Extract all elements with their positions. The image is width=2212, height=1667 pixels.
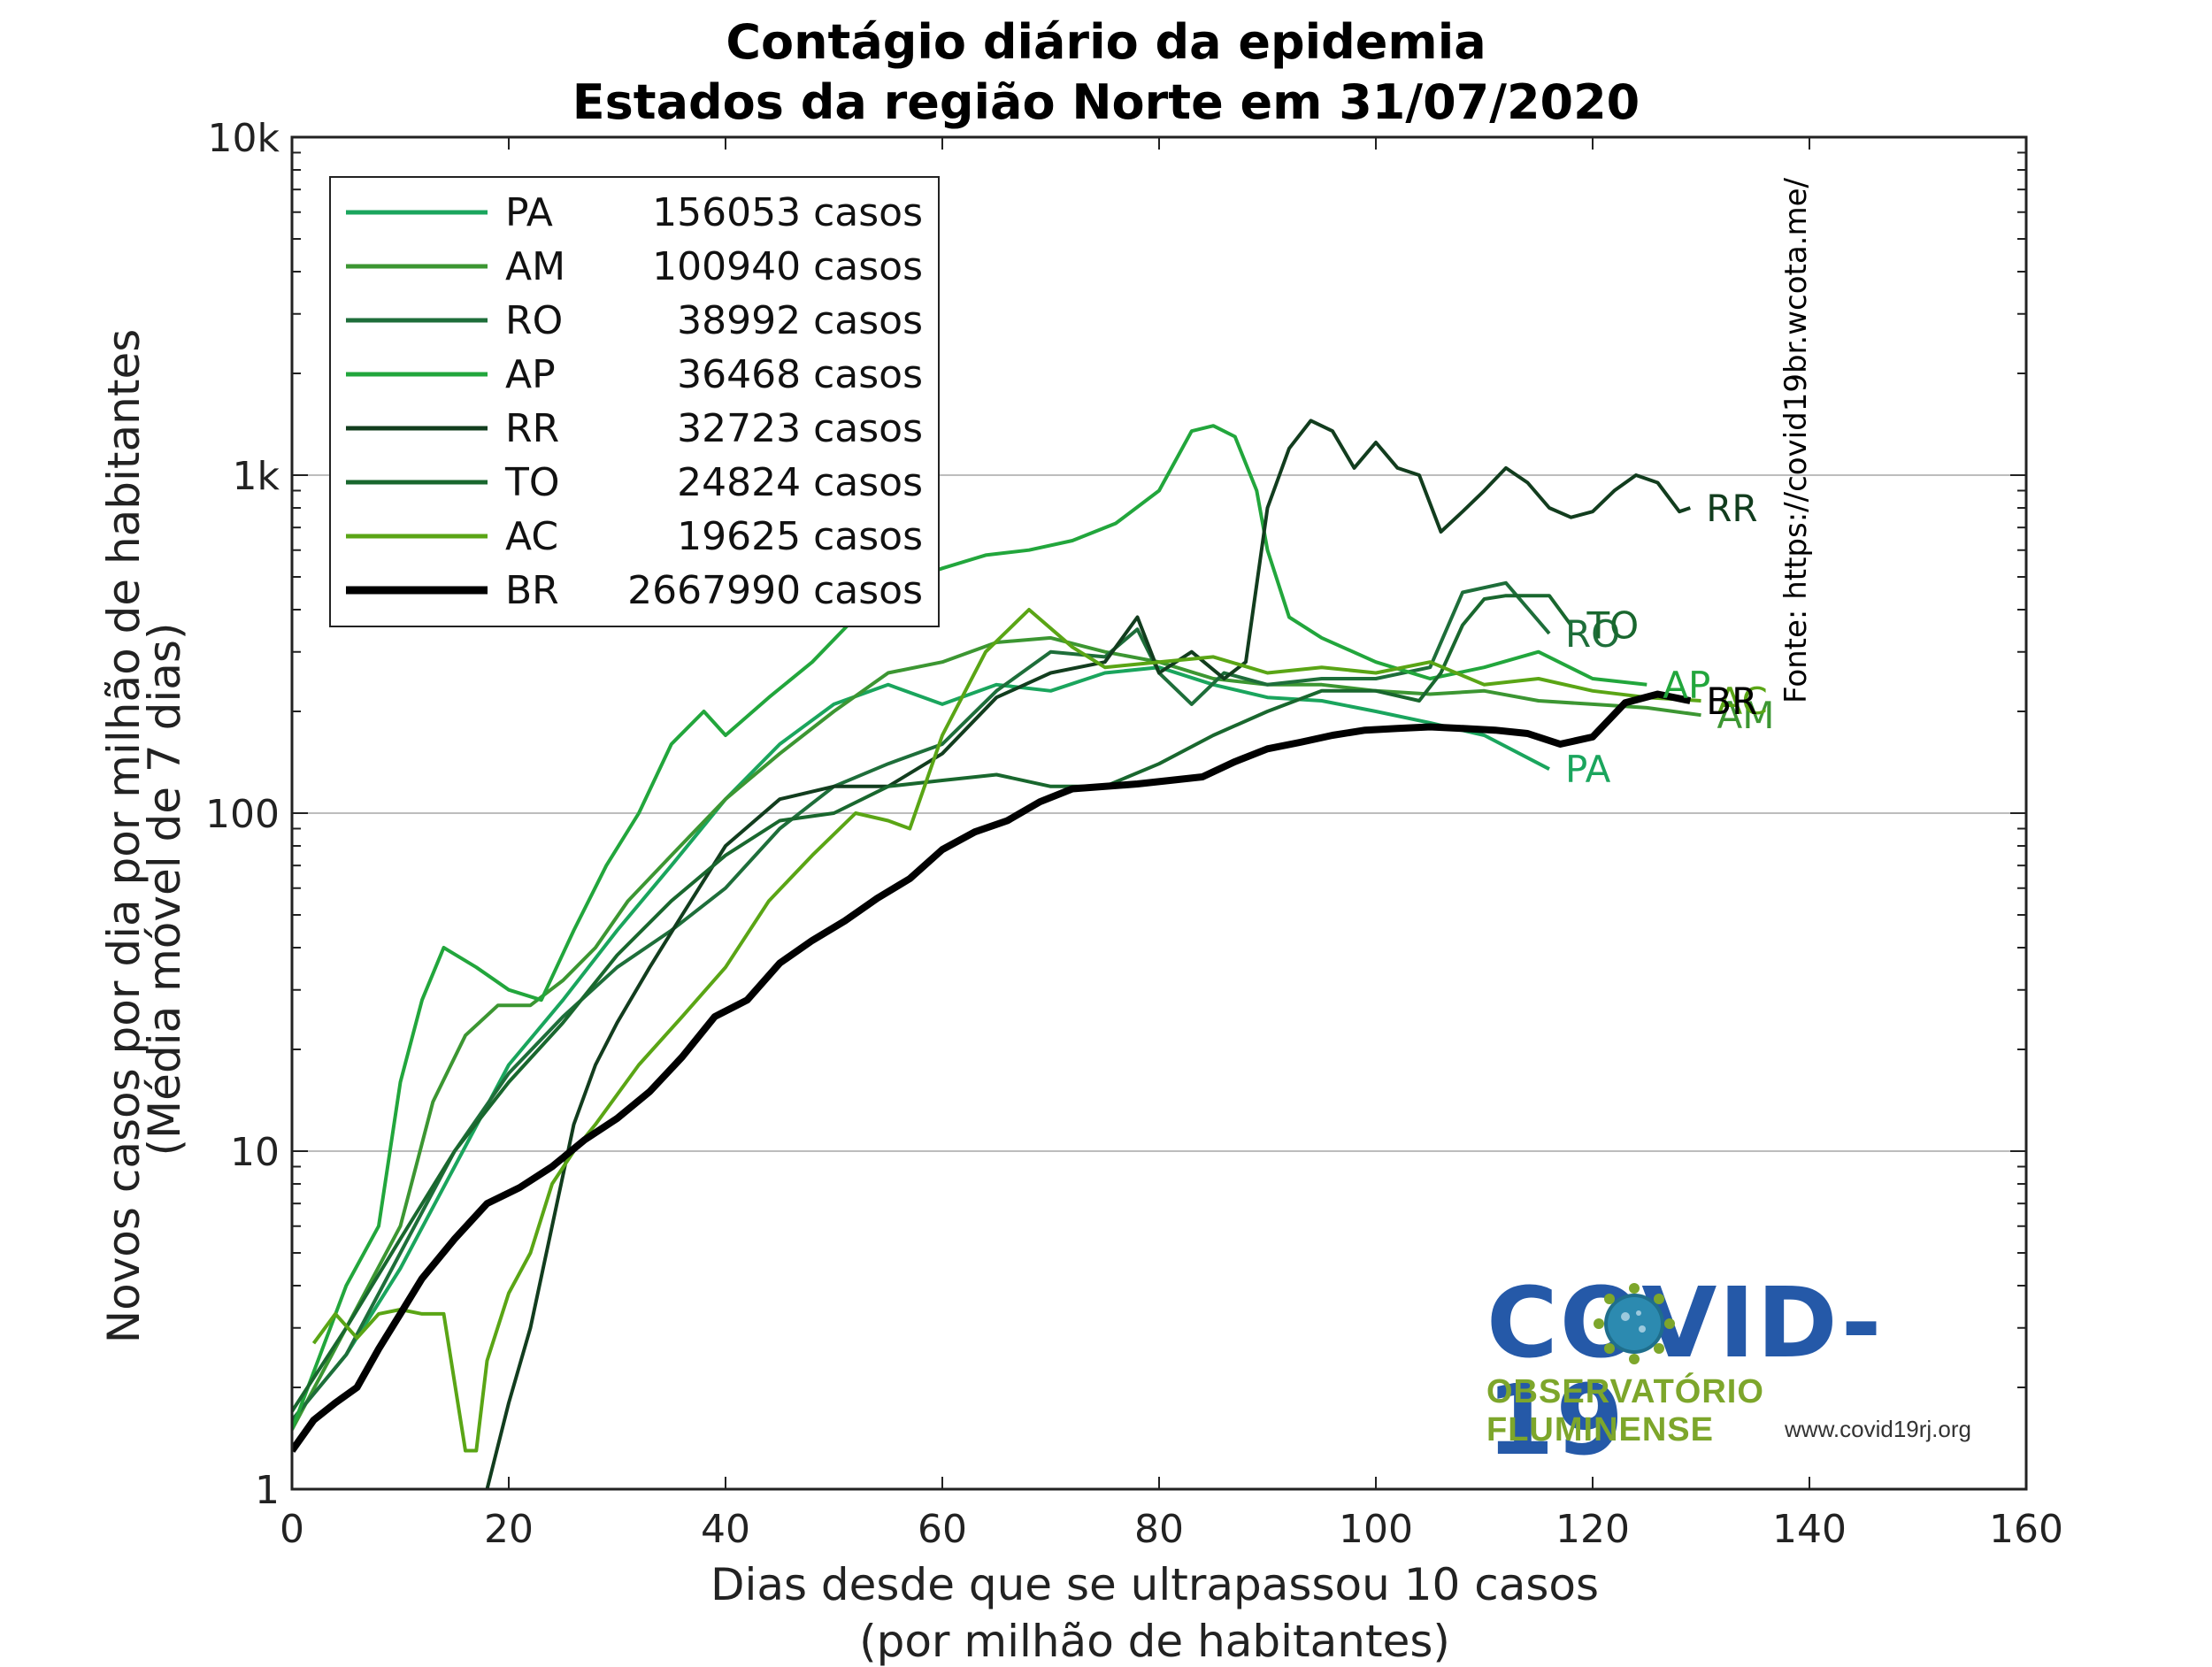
y-tick-label: 1k	[233, 454, 280, 499]
legend-box	[329, 176, 940, 627]
x-tick-label: 80	[1134, 1507, 1184, 1552]
chart-title: Contágio diário da epidemia	[726, 14, 1486, 70]
legend-count-ac: 19625 casos	[677, 514, 923, 559]
source-label: Fonte: https://covid19br.wcota.me/	[1778, 178, 1814, 704]
legend-count-am: 100940 casos	[652, 244, 923, 289]
series-line-to	[292, 594, 1573, 1413]
logo-url: www.covid19rj.org	[1785, 1416, 1971, 1442]
x-tick-label: 140	[1772, 1507, 1847, 1552]
legend-count-rr: 32723 casos	[677, 406, 923, 451]
series-end-label-am: AM	[1717, 694, 1775, 737]
coronavirus-icon	[1594, 1283, 1675, 1364]
legend-name-ro: RO	[505, 298, 563, 343]
legend-name-ap: AP	[505, 352, 556, 397]
series-end-label-ac: AC	[1717, 680, 1768, 723]
series-end-label-ro: RO	[1565, 612, 1620, 656]
x-axis-label: Dias desde que se ultrapassou 10 casos	[710, 1559, 1600, 1610]
legend-count-to: 24824 casos	[677, 460, 923, 505]
legend-name-br: BR	[505, 568, 559, 613]
legend-name-ac: AC	[505, 514, 558, 559]
series-line-br	[292, 690, 1692, 1453]
series-line-am	[292, 635, 1701, 1431]
logo-subtitle: OBSERVATÓRIO FLUMINENSE	[1486, 1373, 1764, 1448]
legend-count-ap: 36468 casos	[677, 352, 923, 397]
legend-count-ro: 38992 casos	[677, 298, 923, 343]
legend-name-am: AM	[505, 244, 565, 289]
y-axis-label-line2: (Média móvel de 7 dias)	[139, 622, 190, 1156]
legend-count-br: 2667990 casos	[627, 568, 923, 613]
series-group	[292, 419, 1701, 1489]
legend-name-to: TO	[504, 460, 560, 505]
series-end-label-to: TO	[1586, 603, 1640, 647]
x-tick-label: 40	[701, 1507, 750, 1552]
series-line-pa	[292, 665, 1550, 1422]
legend-name-rr: RR	[505, 406, 559, 451]
series-end-label-br: BR	[1706, 680, 1757, 723]
covid19-logo: COVID-19 OBSERVATÓRIO FLUMINENSE www.cov…	[1486, 1274, 1982, 1469]
x-tick-label: 100	[1339, 1507, 1413, 1552]
y-tick-label: 10	[230, 1130, 280, 1175]
x-tick-label: 160	[1989, 1507, 2063, 1552]
y-tick-label: 1	[255, 1468, 280, 1513]
x-tick-label: 20	[484, 1507, 534, 1552]
series-line-rr	[485, 419, 1691, 1489]
series-end-label-rr: RR	[1706, 487, 1757, 530]
series-line-ac	[311, 608, 1701, 1453]
y-tick-label: 100	[205, 792, 280, 837]
legend-name-pa: PA	[505, 190, 553, 235]
x-axis-label-line2: (por milhão de habitantes)	[859, 1616, 1450, 1667]
series-end-label-pa: PA	[1565, 748, 1611, 791]
legend-count-pa: 156053 casos	[652, 190, 923, 235]
x-tick-label: 60	[918, 1507, 967, 1552]
series-line-ro	[292, 580, 1551, 1422]
y-tick-label: 10k	[208, 116, 280, 161]
chart-subtitle: Estados da região Norte em 31/07/2020	[572, 74, 1640, 130]
x-tick-label: 120	[1555, 1507, 1630, 1552]
x-tick-label: 0	[280, 1507, 304, 1552]
logo-title: COVID-19	[1486, 1266, 1884, 1477]
series-end-label-ap: AP	[1663, 664, 1710, 707]
